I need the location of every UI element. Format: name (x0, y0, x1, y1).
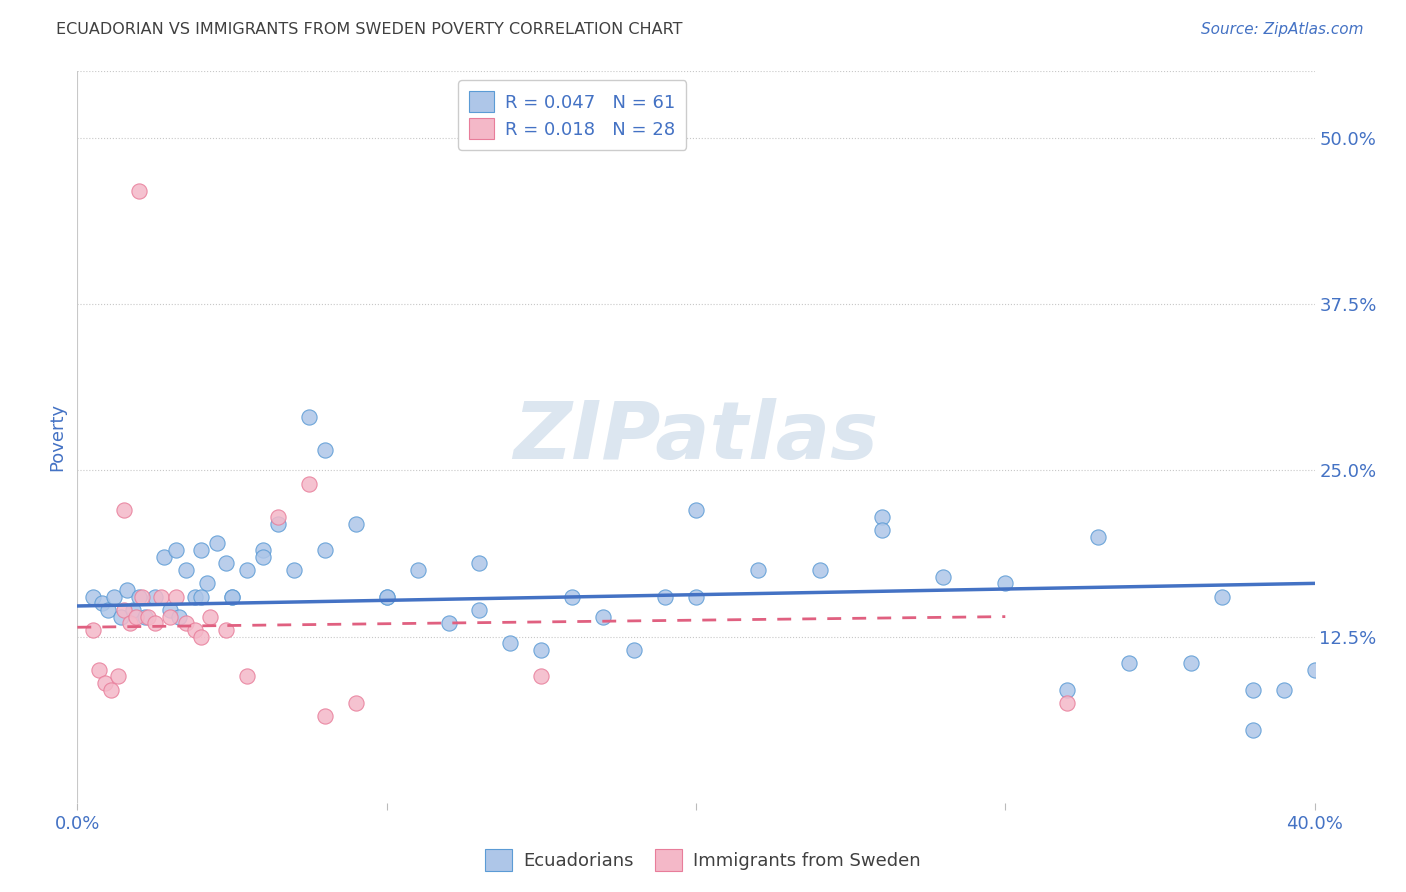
Point (82, 623, 104, 637)
Point (592, 609, 614, 624)
Point (200, 609, 222, 624)
Point (107, 669, 129, 683)
Point (375, 590, 398, 604)
Point (221, 590, 243, 604)
Point (190, 630, 212, 644)
Point (468, 603, 491, 617)
Point (437, 616, 460, 631)
Point (221, 590, 243, 604)
Point (122, 603, 145, 617)
Point (215, 557, 238, 571)
Point (870, 523, 893, 537)
Point (159, 609, 181, 624)
Point (94, 676, 117, 690)
Point (159, 603, 181, 617)
Point (165, 590, 187, 604)
Point (1056, 682, 1078, 697)
Point (654, 590, 676, 604)
Point (184, 590, 207, 604)
Point (112, 603, 135, 617)
Point (252, 543, 274, 558)
Point (82, 590, 104, 604)
Point (344, 696, 367, 710)
Point (1180, 656, 1202, 670)
Point (808, 563, 831, 577)
Text: Source: ZipAtlas.com: Source: ZipAtlas.com (1201, 22, 1364, 37)
Point (190, 543, 212, 558)
Point (97, 603, 120, 617)
Point (87, 663, 110, 677)
Point (195, 576, 218, 591)
Point (1087, 530, 1109, 544)
Point (561, 590, 583, 604)
Point (128, 184, 150, 198)
Point (468, 557, 491, 571)
Point (115, 582, 138, 597)
Point (118, 616, 141, 631)
Point (932, 570, 955, 584)
Point (1241, 682, 1264, 697)
Point (1365, 649, 1388, 664)
Point (190, 590, 212, 604)
Point (344, 516, 367, 531)
Point (870, 509, 893, 524)
Y-axis label: Poverty: Poverty (48, 403, 66, 471)
Point (375, 590, 398, 604)
Point (623, 643, 645, 657)
Point (236, 669, 259, 683)
Legend: Ecuadorians, Immigrants from Sweden: Ecuadorians, Immigrants from Sweden (478, 842, 928, 879)
Point (131, 590, 153, 604)
Point (169, 609, 191, 624)
Text: ECUADORIAN VS IMMIGRANTS FROM SWEDEN POVERTY CORRELATION CHART: ECUADORIAN VS IMMIGRANTS FROM SWEDEN POV… (56, 22, 683, 37)
Point (174, 616, 197, 631)
Point (314, 443, 336, 458)
Point (314, 709, 336, 723)
Point (174, 563, 197, 577)
Point (236, 563, 259, 577)
Point (1303, 663, 1326, 677)
Point (91, 596, 114, 610)
Point (1118, 656, 1140, 670)
Point (112, 503, 135, 517)
Point (530, 643, 553, 657)
Point (267, 509, 290, 524)
Point (1056, 696, 1078, 710)
Point (1272, 682, 1295, 697)
Text: ZIPatlas: ZIPatlas (513, 398, 879, 476)
Point (103, 590, 125, 604)
Point (252, 549, 274, 564)
Point (143, 616, 166, 631)
Point (1211, 590, 1233, 604)
Point (499, 636, 522, 650)
Point (298, 476, 321, 491)
Point (143, 590, 166, 604)
Point (149, 590, 172, 604)
Point (685, 503, 707, 517)
Point (165, 543, 187, 558)
Point (283, 563, 305, 577)
Point (100, 682, 122, 697)
Point (530, 669, 553, 683)
Point (994, 576, 1017, 591)
Point (314, 543, 336, 558)
Point (267, 516, 290, 531)
Point (184, 623, 207, 637)
Point (406, 563, 429, 577)
Point (153, 549, 176, 564)
Legend: R = 0.047   N = 61, R = 0.018   N = 28: R = 0.047 N = 61, R = 0.018 N = 28 (458, 80, 686, 150)
Point (298, 410, 321, 425)
Point (215, 623, 238, 637)
Point (138, 609, 160, 624)
Point (205, 536, 228, 550)
Point (134, 609, 156, 624)
Point (128, 590, 150, 604)
Point (747, 563, 769, 577)
Point (685, 590, 707, 604)
Point (1241, 723, 1264, 737)
Point (110, 609, 132, 624)
Point (125, 609, 148, 624)
